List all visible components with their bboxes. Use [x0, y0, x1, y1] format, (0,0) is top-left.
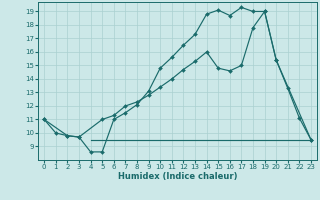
- X-axis label: Humidex (Indice chaleur): Humidex (Indice chaleur): [118, 172, 237, 181]
